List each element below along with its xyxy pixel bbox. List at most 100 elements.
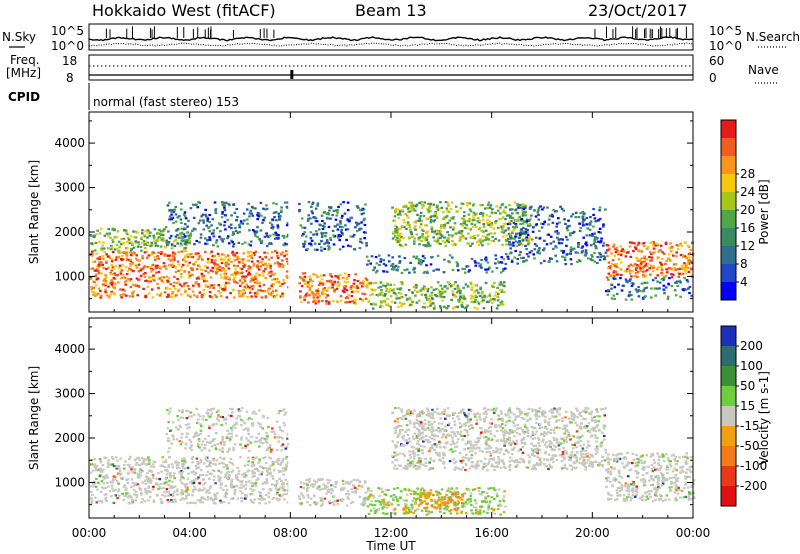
range-cell bbox=[275, 236, 278, 240]
range-cell bbox=[122, 237, 126, 240]
range-cell bbox=[652, 266, 655, 269]
range-cell bbox=[577, 216, 581, 219]
range-cell bbox=[385, 270, 389, 273]
range-cell bbox=[187, 294, 191, 297]
range-cell bbox=[212, 407, 216, 410]
range-cell bbox=[235, 477, 239, 481]
range-cell bbox=[198, 415, 202, 418]
range-cell bbox=[128, 242, 132, 245]
range-cell bbox=[377, 508, 380, 511]
range-cell bbox=[186, 242, 189, 246]
range-cell bbox=[232, 425, 235, 428]
range-cell bbox=[634, 246, 637, 249]
range-cell bbox=[644, 264, 647, 267]
range-cell bbox=[268, 468, 272, 471]
range-cell bbox=[511, 230, 514, 233]
range-cell bbox=[179, 425, 182, 429]
range-cell bbox=[186, 231, 189, 234]
range-cell bbox=[369, 503, 372, 506]
range-cell bbox=[344, 228, 348, 231]
range-cell bbox=[182, 258, 185, 261]
range-cell bbox=[494, 257, 498, 261]
range-cell bbox=[392, 232, 395, 235]
range-cell bbox=[569, 232, 572, 235]
range-cell bbox=[418, 243, 421, 246]
range-cell bbox=[95, 252, 98, 255]
range-cell bbox=[167, 494, 170, 497]
range-cell bbox=[678, 267, 682, 270]
range-cell bbox=[448, 261, 451, 264]
range-cell bbox=[258, 491, 261, 494]
y-tick-label: 3000 bbox=[54, 181, 85, 195]
range-cell bbox=[140, 493, 143, 496]
range-cell bbox=[437, 491, 441, 494]
range-cell bbox=[197, 252, 200, 255]
range-cell bbox=[104, 496, 108, 499]
range-cell bbox=[161, 281, 165, 284]
range-cell bbox=[461, 305, 464, 309]
range-cell bbox=[184, 289, 187, 292]
range-cell bbox=[140, 456, 144, 459]
range-cell bbox=[303, 272, 307, 275]
range-cell bbox=[595, 247, 598, 250]
range-cell bbox=[119, 472, 123, 475]
range-cell bbox=[529, 224, 532, 227]
range-cell bbox=[480, 505, 484, 508]
range-cell bbox=[234, 274, 238, 277]
range-cell bbox=[221, 435, 224, 439]
range-cell bbox=[205, 280, 209, 283]
range-cell bbox=[95, 501, 99, 504]
range-cell bbox=[656, 256, 660, 259]
range-cell bbox=[167, 230, 170, 233]
range-cell bbox=[113, 475, 117, 479]
range-cell bbox=[481, 299, 485, 302]
range-cell bbox=[308, 504, 312, 507]
range-cell bbox=[689, 248, 693, 251]
range-cell bbox=[465, 265, 468, 268]
range-cell bbox=[271, 475, 274, 478]
range-cell bbox=[424, 224, 427, 227]
range-cell bbox=[607, 289, 610, 292]
range-cell bbox=[455, 210, 459, 213]
range-cell bbox=[616, 273, 619, 276]
range-cell bbox=[145, 279, 148, 282]
range-cell bbox=[282, 421, 286, 425]
range-cell bbox=[285, 276, 289, 279]
range-cell bbox=[524, 231, 528, 234]
range-cell bbox=[224, 275, 227, 278]
range-cell bbox=[306, 493, 310, 496]
range-cell bbox=[183, 269, 187, 273]
range-cell bbox=[360, 486, 364, 489]
range-cell bbox=[210, 445, 214, 448]
range-cell bbox=[202, 221, 206, 224]
range-cell bbox=[396, 208, 399, 211]
range-cell bbox=[172, 435, 175, 438]
range-cell bbox=[154, 242, 157, 245]
range-cell bbox=[195, 457, 199, 460]
range-cell bbox=[100, 500, 103, 503]
range-cell bbox=[508, 220, 511, 223]
range-cell bbox=[263, 289, 267, 293]
range-cell bbox=[425, 217, 428, 220]
range-cell bbox=[397, 503, 400, 506]
range-cell bbox=[396, 487, 399, 490]
range-cell bbox=[160, 470, 163, 473]
range-cell bbox=[602, 242, 606, 245]
range-cell bbox=[398, 243, 402, 246]
range-cell bbox=[385, 503, 389, 506]
range-cell bbox=[328, 479, 332, 482]
range-cell bbox=[166, 427, 170, 430]
range-cell bbox=[256, 218, 259, 221]
range-cell bbox=[496, 494, 499, 498]
cpid-text: normal (fast stereo) 153 bbox=[93, 95, 239, 109]
range-cell bbox=[434, 294, 437, 297]
range-cell bbox=[449, 496, 453, 499]
range-cell bbox=[421, 234, 424, 237]
range-cell bbox=[203, 278, 207, 281]
range-cell bbox=[214, 241, 218, 244]
range-cell bbox=[675, 251, 678, 254]
range-cell bbox=[102, 247, 106, 250]
range-cell bbox=[218, 265, 221, 268]
range-cell bbox=[358, 209, 362, 212]
range-cell bbox=[634, 247, 638, 251]
